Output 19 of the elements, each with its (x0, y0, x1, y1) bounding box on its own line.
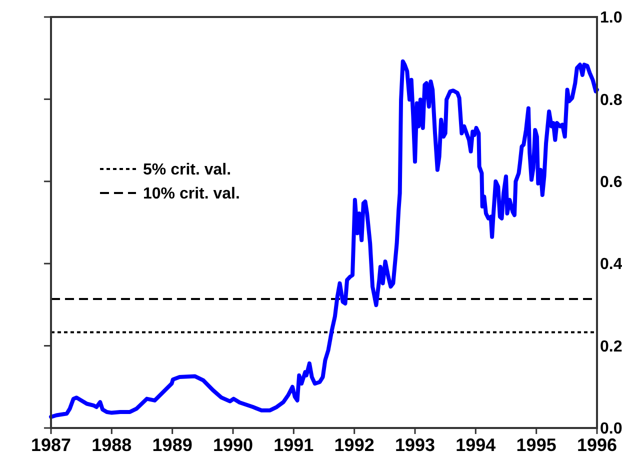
y-tick-label: 0.2 (600, 338, 622, 356)
x-tick-label: 1990 (212, 435, 254, 455)
legend-label: 10% crit. val. (143, 186, 240, 203)
line-series (49, 59, 599, 419)
x-tick-label: 1987 (30, 435, 72, 455)
x-tick-label: 1988 (92, 435, 132, 455)
x-tick-label: 1989 (152, 435, 192, 455)
y-tick-label: 1.0 (600, 10, 622, 27)
x-tick-label: 1996 (576, 435, 618, 455)
y-tick-label: 0.6 (600, 174, 622, 191)
x-tick-label: 1993 (394, 435, 436, 455)
x-tick-label: 1995 (516, 435, 556, 455)
y-tick-label: 0.8 (600, 92, 622, 109)
y-tick-label: 0.0 (600, 420, 622, 438)
legend-label: 5% crit. val. (143, 162, 232, 179)
y-tick-label: 0.4 (600, 256, 622, 274)
x-tick-label: 1994 (456, 435, 496, 455)
x-tick-label: 1991 (274, 435, 314, 455)
x-tick-label: 1992 (334, 435, 374, 455)
